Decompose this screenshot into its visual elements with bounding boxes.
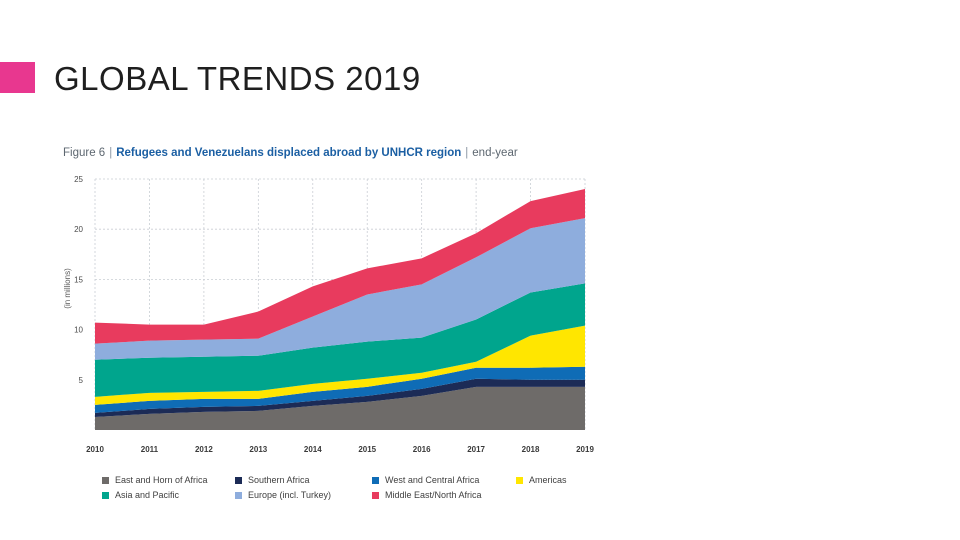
area-middle-east-north-africa <box>95 189 585 344</box>
legend-swatch <box>235 491 242 499</box>
area-southern-africa <box>95 378 585 417</box>
legend-item-southern-africa: Southern Africa <box>235 475 372 485</box>
y-tick-label: 5 <box>79 376 84 385</box>
legend-label: Asia and Pacific <box>115 490 180 500</box>
chart-legend: East and Horn of Africa Southern Africa We… <box>102 475 622 500</box>
legend-label: Middle East/North Africa <box>385 490 482 500</box>
figure-suffix: end-year <box>472 147 518 159</box>
figure-caption: Figure 6 | Refugees and Venezuelans displa… <box>63 147 518 159</box>
x-tick-label: 2019 <box>576 445 594 454</box>
x-tick-label: 2018 <box>522 445 540 454</box>
y-tick-label: 15 <box>74 275 83 284</box>
legend-item-europe-incl-turkey: Europe (incl. Turkey) <box>235 490 372 500</box>
area-east-and-horn-of-africa <box>95 386 585 430</box>
y-tick-label: 20 <box>74 225 83 234</box>
x-tick-label: 2017 <box>467 445 485 454</box>
legend-item-west-and-central-africa: West and Central Africa <box>372 475 516 485</box>
legend-item-americas: Americas <box>516 475 622 485</box>
legend-swatch <box>372 491 379 499</box>
area-west-and-central-africa <box>95 366 585 413</box>
slide-title: GLOBAL TRENDS 2019 <box>54 60 421 97</box>
x-tick-label: 2014 <box>304 445 322 454</box>
x-tick-label: 2010 <box>86 445 104 454</box>
y-tick-label: 25 <box>74 175 83 184</box>
figure-title: Refugees and Venezuelans displaced abroa… <box>116 147 462 159</box>
area-europe-incl-turkey <box>95 218 585 360</box>
legend-swatch <box>516 476 523 484</box>
title-accent-block <box>0 62 35 93</box>
x-tick-label: 2011 <box>141 445 159 454</box>
legend-swatch <box>235 476 242 484</box>
area-asia-and-pacific <box>95 283 585 397</box>
caption-separator: | <box>109 147 113 159</box>
legend-label: Southern Africa <box>248 475 310 485</box>
x-tick-label: 2016 <box>413 445 431 454</box>
legend-item-east-and-horn-of-africa: East and Horn of Africa <box>102 475 235 485</box>
legend-label: Europe (incl. Turkey) <box>248 490 332 500</box>
x-tick-label: 2012 <box>195 445 213 454</box>
x-tick-label: 2013 <box>249 445 267 454</box>
legend-label: East and Horn of Africa <box>115 475 208 485</box>
y-axis-label: (in millions) <box>63 268 72 309</box>
legend-swatch <box>102 491 109 499</box>
legend-item-middle-east-north-africa: Middle East/North Africa <box>372 490 516 500</box>
legend-label: West and Central Africa <box>385 475 480 485</box>
y-tick-label: 10 <box>74 326 83 335</box>
legend-item-asia-and-pacific: Asia and Pacific <box>102 490 235 500</box>
legend-swatch <box>102 476 109 484</box>
x-tick-label: 2015 <box>358 445 376 454</box>
legend-label: Americas <box>529 475 567 485</box>
legend-swatch <box>372 476 379 484</box>
caption-separator-2: | <box>465 147 469 159</box>
area-americas <box>95 325 585 405</box>
figure-number: Figure 6 <box>63 147 106 159</box>
